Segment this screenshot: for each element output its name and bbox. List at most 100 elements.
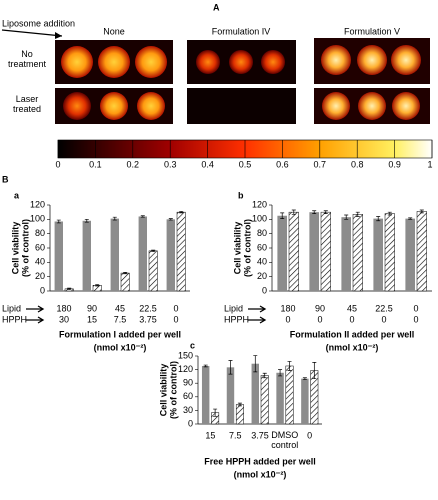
x-tick-label: 0 xyxy=(173,314,178,324)
error-bar xyxy=(376,216,381,222)
error-bar xyxy=(213,408,218,417)
bar xyxy=(54,221,63,291)
error-bar xyxy=(312,210,317,214)
x-tick-label: 22.5 xyxy=(139,303,157,313)
error-bar xyxy=(262,372,267,379)
error-bar xyxy=(67,287,72,290)
x-tick-label: 45 xyxy=(115,303,125,313)
y-tick-label: 150 xyxy=(178,350,193,360)
row-label: Lipid xyxy=(224,303,243,313)
bar xyxy=(166,219,175,291)
colorbar-tick-label: 0.9 xyxy=(388,159,401,169)
error-bar xyxy=(355,211,360,217)
x-tick-label: 15 xyxy=(205,430,215,440)
x-tick-label: 0 xyxy=(413,314,418,324)
bar xyxy=(260,375,269,425)
colorbar-tick-label: 0.7 xyxy=(314,159,327,169)
error-bar xyxy=(123,272,128,275)
y-tick-label: 120 xyxy=(252,199,267,209)
error-bar xyxy=(203,364,208,368)
x-tick-label: 0 xyxy=(285,314,290,324)
y-tick-label: 0 xyxy=(262,285,267,295)
row-arrow xyxy=(26,305,45,313)
error-bar xyxy=(291,209,296,215)
x-axis-label: Free HPPH added per well xyxy=(204,456,316,466)
error-bar xyxy=(112,216,117,221)
y-tick-label: 120 xyxy=(178,364,193,374)
y-axis-label: Cell viability xyxy=(232,222,242,275)
y-tick-label: 80 xyxy=(35,228,45,238)
y-tick-label: 60 xyxy=(257,242,267,252)
error-bar xyxy=(419,209,424,214)
y-tick-label: 30 xyxy=(183,405,193,415)
arrow-head xyxy=(55,32,62,39)
y-tick-label: 120 xyxy=(30,199,45,209)
x-tick-label: 0 xyxy=(173,303,178,313)
x-tick-label: 0 xyxy=(349,314,354,324)
error-bar xyxy=(237,402,242,407)
x-tick-label: 0 xyxy=(307,430,312,440)
panel-label: B xyxy=(2,174,9,184)
x-tick-label: 90 xyxy=(87,303,97,313)
row-label: Laser treated xyxy=(13,94,41,114)
bar xyxy=(276,372,284,424)
x-tick-label: 15 xyxy=(87,314,97,324)
y-tick-label: 40 xyxy=(257,257,267,267)
x-tick-label: 3.75 xyxy=(251,430,269,440)
x-tick-label: 30 xyxy=(59,314,69,324)
x-tick-label: DMSO control xyxy=(271,430,298,450)
colorbar-tick-label: 0.2 xyxy=(127,159,140,169)
liposome-label: Liposome addition xyxy=(2,18,75,28)
column-label: Formulation IV xyxy=(212,26,271,36)
bar xyxy=(301,378,309,424)
colorbar-tick-label: 0.3 xyxy=(164,159,177,169)
arrow xyxy=(1,29,63,37)
chart-label: b xyxy=(238,190,244,200)
x-tick-label: 7.5 xyxy=(114,314,127,324)
colorbar-tick-label: 0.8 xyxy=(351,159,364,169)
y-tick-label: 90 xyxy=(183,378,193,388)
error-bar xyxy=(253,355,258,373)
bar xyxy=(285,365,294,425)
bar xyxy=(309,212,319,291)
y-tick-label: 60 xyxy=(35,242,45,252)
colorbar-tick-label: 0.6 xyxy=(276,159,289,169)
colorbar-tick-label: 0.5 xyxy=(239,159,252,169)
error-bar xyxy=(302,377,307,380)
error-bar xyxy=(179,211,184,214)
row-label: HPPH xyxy=(2,314,27,324)
bar xyxy=(138,216,147,291)
x-tick-label: 45 xyxy=(347,303,357,313)
x-tick-label: 90 xyxy=(315,303,325,313)
bar xyxy=(416,211,427,292)
row-label: Lipid xyxy=(2,303,21,313)
bar xyxy=(120,272,130,292)
y-axis-label: (% of control) xyxy=(168,361,178,419)
panel-label: A xyxy=(213,2,220,12)
bar xyxy=(384,213,395,292)
y-tick-label: 80 xyxy=(257,228,267,238)
bar xyxy=(405,218,415,291)
bar xyxy=(110,218,119,291)
error-bar xyxy=(228,360,233,375)
row-arrow xyxy=(26,316,45,324)
colorbar-tick-label: 1 xyxy=(427,159,432,169)
x-tick-label: 180 xyxy=(280,303,295,313)
row-arrow xyxy=(248,305,267,313)
error-bar xyxy=(387,211,392,216)
error-bar xyxy=(408,217,413,220)
x-tick-label: 0 xyxy=(381,314,386,324)
error-bar xyxy=(95,284,100,287)
y-tick-label: 0 xyxy=(40,285,45,295)
chart-label: a xyxy=(14,190,20,200)
y-axis-label: (% of control) xyxy=(242,219,252,277)
x-tick-label: 7.5 xyxy=(229,430,242,440)
y-axis-label: Cell viability xyxy=(158,364,168,417)
error-bar xyxy=(168,218,173,221)
x-tick-label: 22.5 xyxy=(375,303,393,313)
bar xyxy=(201,365,210,424)
error-bar xyxy=(323,210,328,214)
x-tick-label: 0 xyxy=(413,303,418,313)
bar xyxy=(341,217,351,291)
